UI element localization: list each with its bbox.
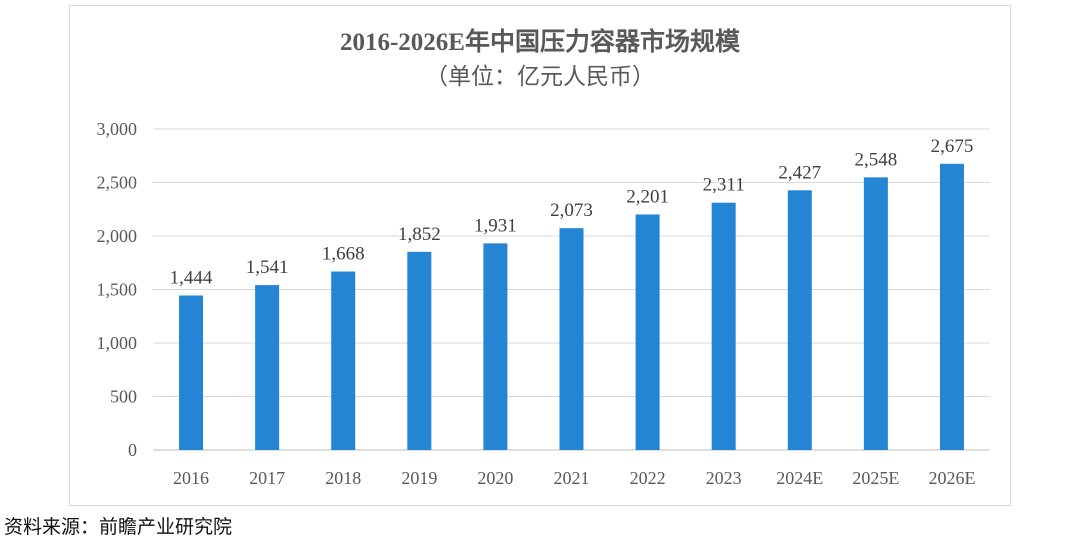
bar-2025E — [863, 177, 888, 450]
data-label: 2,427 — [778, 162, 821, 183]
x-tick-label: 2023 — [706, 468, 742, 488]
bar-2020 — [483, 243, 508, 450]
x-tick-label: 2016 — [173, 468, 209, 488]
x-tick-label: 2017 — [249, 468, 285, 488]
bar-2019 — [407, 251, 432, 450]
bar-2017 — [255, 285, 280, 450]
x-tick-label: 2021 — [554, 468, 590, 488]
y-tick-label: 2,500 — [97, 173, 138, 193]
chart-subtitle: （单位：亿元人民币） — [425, 64, 655, 89]
y-tick-label: 3,000 — [97, 119, 138, 139]
data-label: 1,852 — [398, 224, 441, 245]
bar-2021 — [559, 228, 584, 450]
data-label: 2,311 — [703, 175, 745, 196]
x-tick-label: 2025E — [852, 468, 899, 488]
source-note: 资料来源：前瞻产业研究院 — [4, 516, 233, 538]
x-tick-label: 2026E — [928, 468, 975, 488]
bar-2023 — [711, 202, 736, 450]
x-tick-label: 2022 — [630, 468, 666, 488]
bar-2022 — [635, 214, 660, 450]
x-tick-label: 2018 — [325, 468, 361, 488]
x-tick-label: 2020 — [477, 468, 513, 488]
data-label: 2,073 — [550, 200, 593, 221]
bar-2016 — [179, 295, 204, 450]
x-tick-label: 2024E — [776, 468, 823, 488]
data-label: 2,675 — [931, 136, 974, 157]
bar-2018 — [331, 271, 356, 450]
data-label: 1,444 — [170, 267, 213, 288]
chart-border — [69, 5, 1011, 506]
chart-title: 2016-2026E年中国压力容器市场规模 — [340, 27, 741, 56]
y-tick-label: 1,000 — [97, 333, 138, 353]
data-label: 1,668 — [322, 244, 365, 265]
data-label: 1,931 — [474, 215, 517, 236]
data-label: 2,548 — [854, 149, 897, 170]
data-label: 1,541 — [246, 257, 289, 278]
data-label: 2,201 — [626, 186, 669, 207]
y-tick-label: 2,000 — [97, 226, 138, 246]
bar-2026E — [939, 163, 964, 450]
y-tick-label: 0 — [128, 440, 137, 460]
x-tick-label: 2019 — [401, 468, 437, 488]
bar-2024E — [787, 190, 812, 450]
y-tick-label: 500 — [110, 387, 137, 407]
y-tick-label: 1,500 — [97, 280, 138, 300]
